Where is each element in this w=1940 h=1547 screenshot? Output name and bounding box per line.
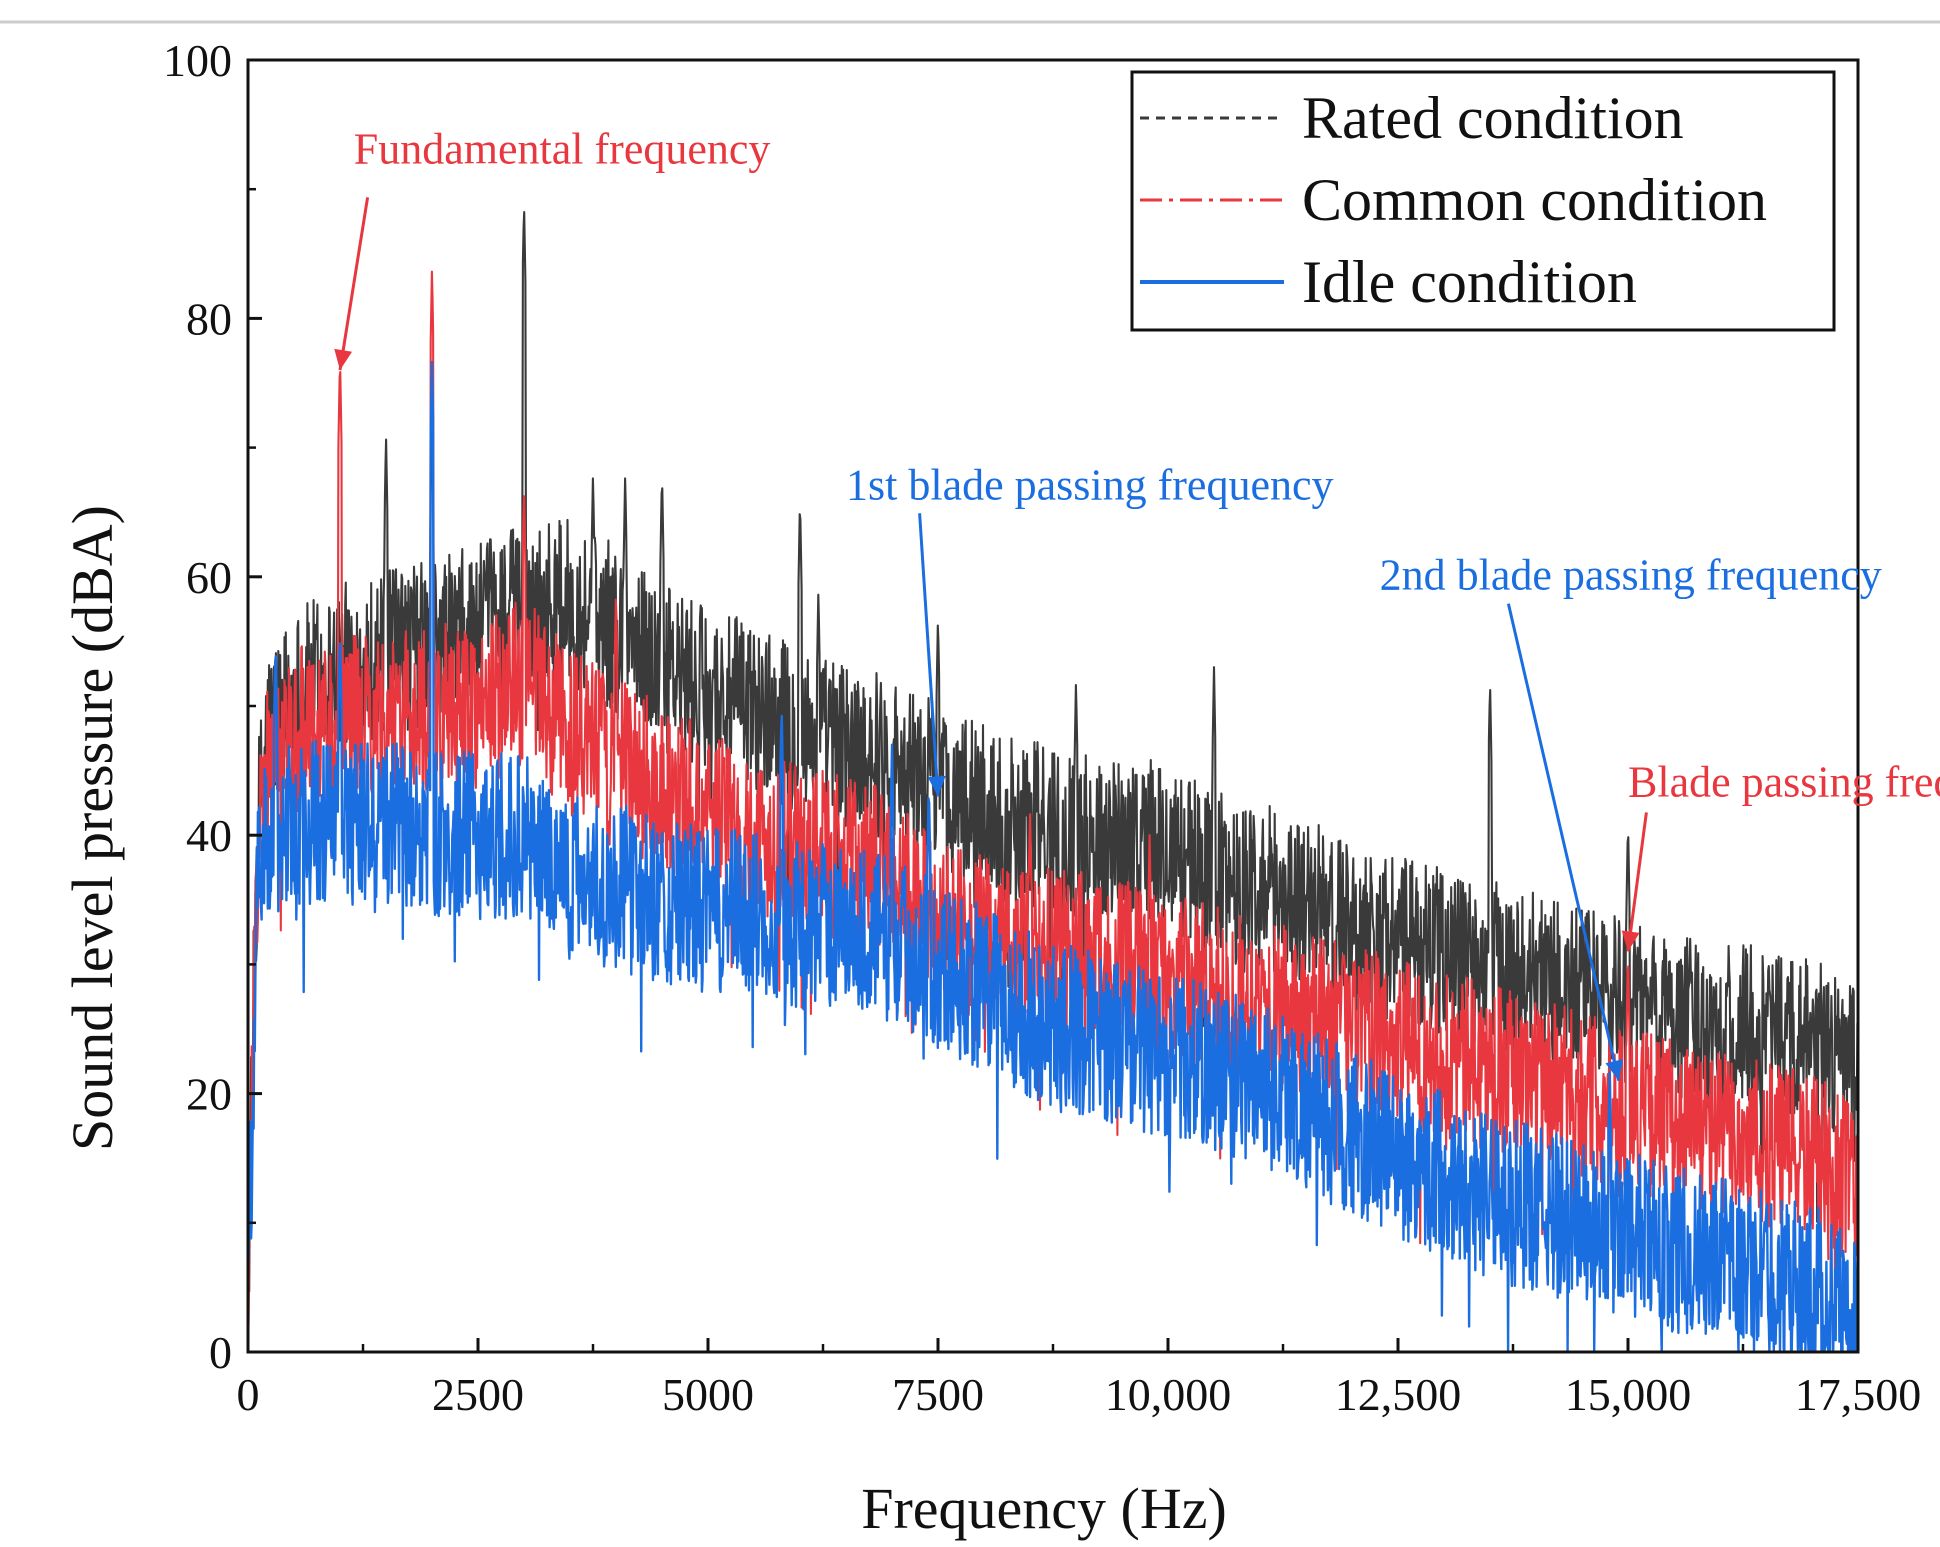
annotation-label: Blade passing frequency — [1628, 757, 1940, 806]
annotation-arrowhead — [1621, 930, 1640, 952]
x-tick-label: 7500 — [892, 1369, 984, 1420]
annotation-arrow — [1626, 812, 1648, 952]
series-layer — [246, 211, 1860, 1354]
axes-layer: 0 2500 5000 7500 10,000 12,500 15,000 17,500 0 20… — [163, 35, 1921, 1420]
annotation-arrowhead — [927, 775, 946, 797]
annotation-label: 1st blade passing frequency — [846, 460, 1334, 509]
y-tick-label: 60 — [186, 552, 232, 603]
x-tick-label: 0 — [237, 1369, 260, 1420]
legend-label: Rated condition — [1302, 85, 1684, 151]
annotation-label: 2nd blade passing frequency — [1380, 551, 1882, 600]
legend-label: Common condition — [1302, 167, 1767, 233]
annotation-label: Fundamental frequency — [354, 124, 771, 173]
x-tick-label: 10,000 — [1105, 1369, 1232, 1420]
legend: Rated condition Common condition Idle cond… — [1130, 70, 1836, 332]
x-tick-label: 12,500 — [1335, 1369, 1462, 1420]
series-idle-condition — [246, 360, 1860, 1354]
y-tick-label: 0 — [209, 1327, 232, 1378]
y-tick-label: 40 — [186, 810, 232, 861]
legend-label: Idle condition — [1302, 249, 1637, 315]
annotation-arrow — [918, 513, 940, 797]
x-tick-label: 2500 — [432, 1369, 524, 1420]
y-tick-label: 80 — [186, 293, 232, 344]
annotation-arrow — [1506, 603, 1621, 1082]
annotation-arrowhead — [1605, 1059, 1624, 1081]
x-tick-label: 5000 — [662, 1369, 754, 1420]
x-axis-label: Frequency (Hz) — [861, 1476, 1227, 1541]
y-axis-label: Sound level pressure (dBA) — [60, 505, 125, 1151]
annotation-arrowhead — [334, 348, 353, 371]
x-tick-label: 15,000 — [1565, 1369, 1692, 1420]
y-tick-label: 100 — [163, 35, 232, 86]
y-tick-label: 20 — [186, 1069, 232, 1120]
annotation-arrow — [338, 197, 370, 371]
x-tick-label: 17,500 — [1795, 1369, 1922, 1420]
annotation-layer: Fundamental frequency 1st blade passing f… — [334, 124, 1940, 1082]
